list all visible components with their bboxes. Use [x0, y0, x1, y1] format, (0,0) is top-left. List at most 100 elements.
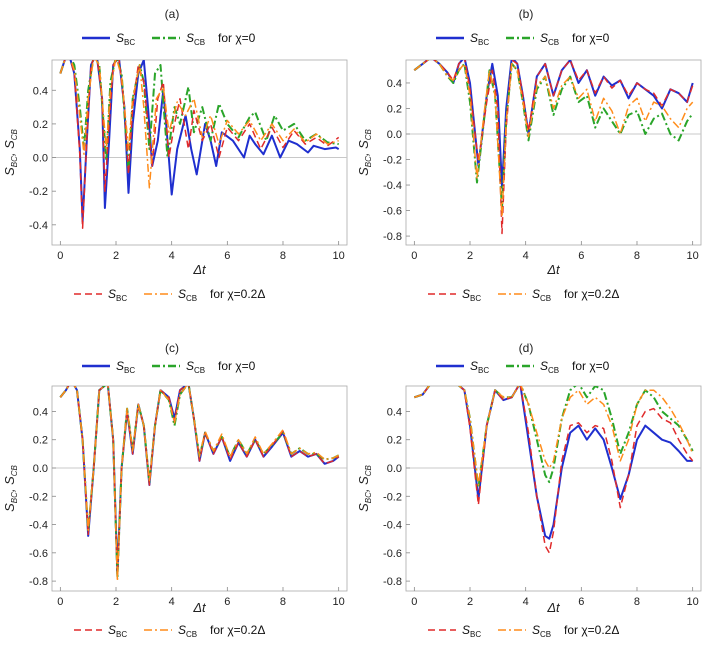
panel-c-top-legend-cb-label: SCB: [186, 359, 205, 375]
panel-a-ytick-label: 0.4: [33, 85, 48, 97]
panel-b-xtick-label: 10: [687, 250, 699, 262]
panel-d-series-bc-chi02: [414, 386, 694, 554]
panel-a-bottom-legend-cb-label: SCB: [178, 287, 197, 303]
panel-c-xtick-label: 4: [169, 596, 175, 608]
panel-d-bottom-legend-cb-label: SCB: [532, 623, 551, 639]
panel-d-top-legend-bc-label: SBC: [470, 359, 489, 375]
panel-d-ytick-label: -0.2: [383, 491, 402, 503]
panel-c-ytick-label: 0.0: [33, 463, 48, 475]
panel-b-bottom-legend-cb-label: SCB: [532, 287, 551, 303]
panel-d-top-legend-condition: for χ=0: [572, 359, 610, 373]
panel-b-frame: [405, 59, 702, 246]
panel-b-series-bc-chi02: [413, 60, 694, 235]
panel-a-xtick-label: 10: [333, 250, 345, 262]
panel-b-top-legend-condition: for χ=0: [572, 31, 610, 45]
panel-a-series-cb-chi02: [59, 60, 339, 189]
panel-a-ytick-label: -0.4: [29, 220, 48, 232]
panel-c-ytick-label: 0.4: [33, 406, 48, 418]
panel-c-top-legend-condition: for χ=0: [218, 359, 256, 373]
panel-d-ytick-label: 0.0: [387, 463, 402, 475]
panel-b-ylabel: SBC, SCB: [356, 128, 373, 175]
panel-a-ytick-label: 0.0: [33, 153, 48, 165]
panel-a-top-legend-bc-label: SBC: [116, 31, 135, 47]
panel-c-ytick-label: -0.2: [29, 491, 48, 503]
panel-a-ytick-label: 0.2: [33, 119, 48, 131]
panel-d-xtick-label: 10: [687, 596, 699, 608]
panel-d-ytick-label: -0.4: [383, 520, 402, 532]
panel-a-series-bc-chi02: [59, 60, 340, 229]
panel-b-series-bc-chi0: [413, 60, 694, 189]
panel-d-xtick-label: 6: [578, 596, 584, 608]
panel-a-xtick-label: 2: [113, 250, 119, 262]
panel-b-ytick-label: -0.2: [383, 155, 402, 167]
panel-a-xtick-label: 4: [169, 250, 175, 262]
panel-a-frame: [51, 59, 348, 246]
panel-b-series-cb-chi02: [413, 60, 694, 218]
panel-b-xtick-label: 8: [634, 250, 640, 262]
panel-c-ylabel: SBC, SCB: [2, 464, 19, 511]
panel-b-bottom-legend-bc-label: SBC: [462, 287, 481, 303]
panel-c-bottom-legend-bc-label: SBC: [108, 623, 127, 639]
panel-a-bottom-legend-condition: for χ=0.2Δ: [210, 287, 265, 301]
panel-a-series-bc-chi0: [59, 60, 340, 223]
panel-d-bottom-legend-condition: for χ=0.2Δ: [564, 623, 619, 637]
panel-d-ytick-label: 0.4: [387, 406, 402, 418]
panel-b-ytick-label: -0.8: [383, 231, 402, 243]
panel-a-xtick-label: 8: [280, 250, 286, 262]
panel-a-xtick-label: 0: [57, 250, 63, 262]
panel-a-xlabel: Δt: [192, 262, 207, 277]
panel-a-bottom-legend-bc-label: SBC: [108, 287, 127, 303]
panel-c-xtick-label: 6: [224, 596, 230, 608]
panel-c-xtick-label: 0: [57, 596, 63, 608]
panel-c-series-bc-chi0: [59, 386, 340, 575]
panel-b-ytick-label: -0.4: [383, 180, 402, 192]
panel-b-xtick-label: 0: [411, 250, 417, 262]
panel-b-series-cb-chi0: [413, 60, 694, 209]
panel-d-series-cb-chi0: [413, 386, 694, 489]
panel-d-top-legend-cb-label: SCB: [540, 359, 559, 375]
panel-a-ytick-label: -0.2: [29, 186, 48, 198]
panel-b-ytick-label: 0.4: [387, 78, 402, 90]
panel-d-ytick-label: -0.8: [383, 576, 402, 588]
panel-b-xtick-label: 6: [578, 250, 584, 262]
panel-b-top-legend-bc-label: SBC: [470, 31, 489, 47]
panel-c-ytick-label: -0.4: [29, 520, 48, 532]
panel-d-ytick-label: -0.6: [383, 548, 402, 560]
panel-b-ytick-label: -0.6: [383, 206, 402, 218]
panel-b-xtick-label: 2: [467, 250, 473, 262]
panel-d-xtick-label: 0: [411, 596, 417, 608]
panel-a-top-legend-cb-label: SCB: [186, 31, 205, 47]
panel-d-xlabel: Δt: [546, 600, 561, 615]
panel-d-label: (d): [519, 341, 534, 355]
panel-d-frame: [405, 385, 702, 592]
panel-b: (b) SBC SCB for χ=0 0 2 4 6 8 10 -0.8 -0.6 -0.4 -0.2 0…: [356, 7, 702, 303]
panel-c-series-cb-chi02: [59, 386, 340, 582]
panel-d-bottom-legend-bc-label: SBC: [462, 623, 481, 639]
panel-c-xtick-label: 10: [333, 596, 345, 608]
panel-c-series-bc-chi02: [59, 386, 340, 577]
panel-b-ytick-label: 0.0: [387, 129, 402, 141]
panel-d-xtick-label: 8: [634, 596, 640, 608]
panel-a: (a) SBC SCB for χ=0 0 2 4 6 8 10 -0.4 -0.2 0.0 0.2 0.4…: [2, 7, 348, 303]
panel-c-ytick-label: -0.6: [29, 548, 48, 560]
panel-d: (d) SBC SCB for χ=0 0 2 4 6 8 10 -0.8 -0.6 -0.4 -0.2 0…: [356, 341, 702, 639]
panel-b-label: (b): [519, 7, 534, 21]
panel-c-top-legend-bc-label: SBC: [116, 359, 135, 375]
panel-d-ytick-label: 0.2: [387, 435, 402, 447]
panel-c-frame: [51, 385, 348, 592]
panel-c-series-cb-chi0: [59, 386, 340, 580]
panel-b-xlabel: Δt: [546, 262, 561, 277]
panel-a-ylabel: SBC, SCB: [2, 128, 19, 175]
panel-d-xtick-label: 4: [523, 596, 529, 608]
panel-a-xtick-label: 6: [224, 250, 230, 262]
panel-c: (c) SBC SCB for χ=0 0 2 4 6 8 10 -0.8 -0.6 -0.4 -0.2 0…: [2, 341, 348, 639]
panel-c-label: (c): [165, 341, 179, 355]
panel-c-xtick-label: 8: [280, 596, 286, 608]
panel-d-ylabel: SBC, SCB: [356, 464, 373, 511]
panel-c-bottom-legend-cb-label: SCB: [178, 623, 197, 639]
panel-a-label: (a): [165, 7, 180, 21]
panel-a-top-legend-condition: for χ=0: [218, 31, 256, 45]
panel-c-ytick-label: -0.8: [29, 576, 48, 588]
